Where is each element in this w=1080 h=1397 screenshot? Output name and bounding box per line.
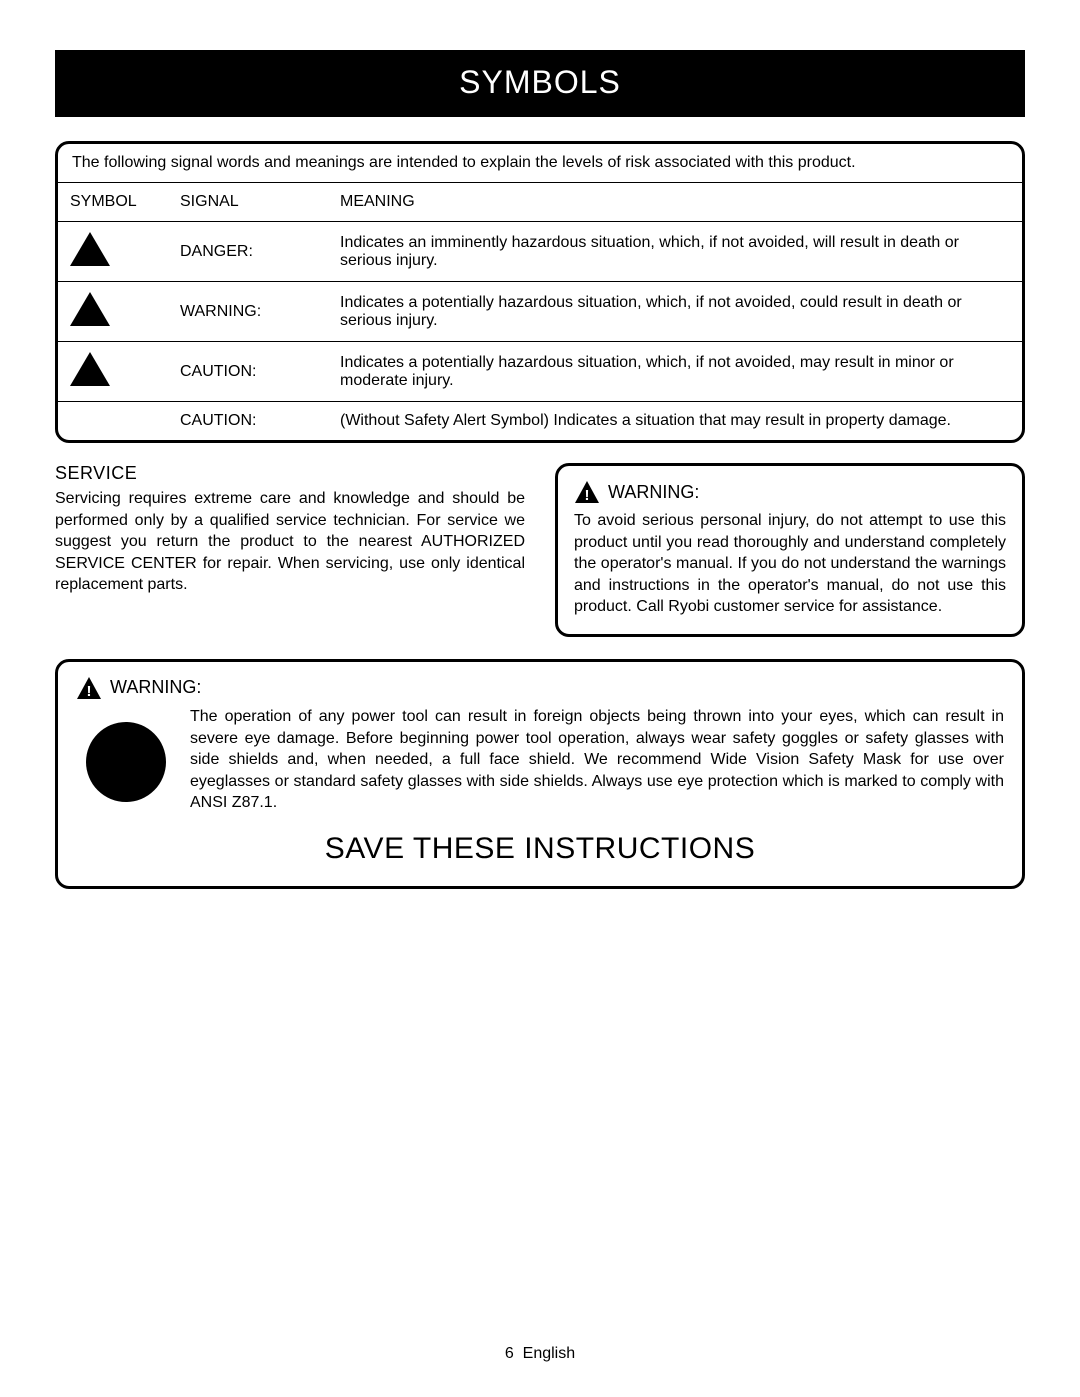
page-number: 6 [505, 1345, 514, 1362]
header-meaning: MEANING [328, 183, 1022, 222]
cell-signal: CAUTION: [168, 342, 328, 402]
safety-alert-icon: ! [574, 480, 600, 504]
cell-meaning: Indicates an imminently hazardous situat… [328, 222, 1022, 282]
table-row: CAUTION: (Without Safety Alert Symbol) I… [58, 402, 1022, 441]
warning-box-right: ! WARNING: To avoid serious personal inj… [555, 463, 1025, 637]
cell-meaning: (Without Safety Alert Symbol) Indicates … [328, 402, 1022, 441]
page-footer: 6 English [0, 1345, 1080, 1363]
symbols-table-container: The following signal words and meanings … [55, 141, 1025, 443]
service-section: SERVICE Servicing requires extreme care … [55, 463, 525, 637]
page-header: SYMBOLS [55, 50, 1025, 117]
warning-heading: ! WARNING: [574, 480, 1006, 504]
safety-alert-icon: ! [76, 676, 102, 700]
page-language: English [523, 1345, 575, 1362]
table-header-row: SYMBOL SIGNAL MEANING [58, 183, 1022, 222]
svg-text:!: ! [87, 683, 92, 700]
cell-signal: DANGER: [168, 222, 328, 282]
warning-label: WARNING: [608, 482, 699, 503]
symbols-table: SYMBOL SIGNAL MEANING DANGER: Indicates … [58, 183, 1022, 440]
safety-alert-icon [70, 352, 110, 386]
header-signal: SIGNAL [168, 183, 328, 222]
table-row: CAUTION: Indicates a potentially hazardo… [58, 342, 1022, 402]
cell-symbol [58, 222, 168, 282]
cell-symbol [58, 342, 168, 402]
warning-heading: ! WARNING: [76, 676, 1004, 700]
cell-signal: WARNING: [168, 282, 328, 342]
service-heading: SERVICE [55, 463, 525, 484]
safety-alert-icon [70, 232, 110, 266]
svg-text:!: ! [585, 487, 590, 504]
table-intro-text: The following signal words and meanings … [58, 144, 1022, 183]
warning-label: WARNING: [110, 677, 201, 698]
goggles-icon [86, 722, 166, 802]
table-row: WARNING: Indicates a potentially hazardo… [58, 282, 1022, 342]
header-symbol: SYMBOL [58, 183, 168, 222]
cell-signal: CAUTION: [168, 402, 328, 441]
warning-body-text: To avoid serious personal injury, do not… [574, 510, 1006, 618]
warning-right-column: ! WARNING: To avoid serious personal inj… [555, 463, 1025, 637]
cell-symbol [58, 402, 168, 441]
warning-bottom-text: The operation of any power tool can resu… [190, 706, 1004, 814]
warning-box-bottom: ! WARNING: The operation of any power to… [55, 659, 1025, 889]
cell-symbol [58, 282, 168, 342]
save-instructions-text: SAVE THESE INSTRUCTIONS [76, 832, 1004, 866]
cell-meaning: Indicates a potentially hazardous situat… [328, 282, 1022, 342]
warning-bottom-content: The operation of any power tool can resu… [76, 706, 1004, 814]
table-row: DANGER: Indicates an imminently hazardou… [58, 222, 1022, 282]
safety-alert-icon [70, 292, 110, 326]
cell-meaning: Indicates a potentially hazardous situat… [328, 342, 1022, 402]
two-column-section: SERVICE Servicing requires extreme care … [55, 463, 1025, 637]
service-body-text: Servicing requires extreme care and know… [55, 488, 525, 596]
